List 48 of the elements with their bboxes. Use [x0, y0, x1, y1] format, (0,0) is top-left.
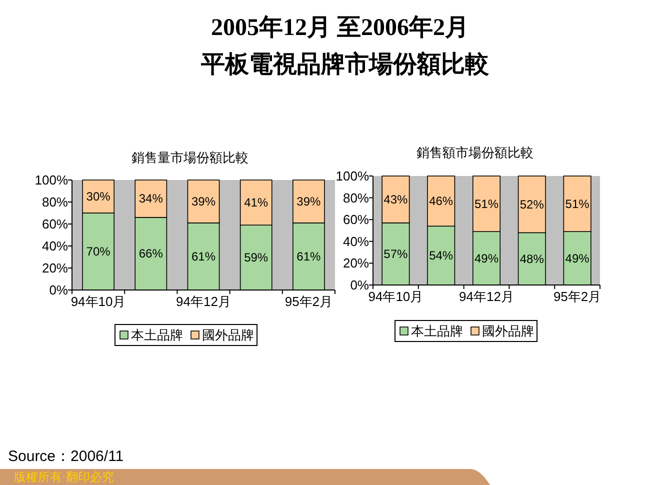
legend-label: 國外品牌 [482, 324, 534, 338]
data-label: 34% [138, 192, 164, 206]
y-tick-label: 80% [42, 194, 68, 210]
text: 2005年12月 至2006年2月 [211, 14, 469, 41]
chart-title: 銷售額市場份額比較 [416, 145, 534, 160]
data-label: 54% [429, 248, 454, 263]
y-tick-label: 0% [350, 278, 370, 292]
legend-label: 國外品牌 [202, 328, 254, 342]
x-tick-label: 94年12月 [459, 289, 514, 304]
x-tick-label: 95年2月 [284, 294, 333, 309]
data-label: 48% [520, 252, 544, 266]
y-tick-label: 20% [342, 256, 370, 271]
x-tick-label: 94年10月 [70, 294, 126, 309]
y-tick-label: 80% [342, 190, 370, 206]
y-tick-label: 20% [42, 260, 68, 276]
data-label: 51% [474, 196, 499, 211]
data-label: 41% [244, 196, 268, 210]
data-label: 49% [474, 251, 499, 266]
data-label: 46% [429, 194, 454, 208]
x-tick-label: 94年10月 [368, 289, 424, 304]
text: 版權所有‧翻印必究 [14, 470, 114, 484]
y-tick-label: 40% [42, 238, 68, 254]
data-label: 61% [296, 249, 322, 264]
data-label: 51% [565, 196, 590, 211]
y-tick-label: 60% [342, 212, 370, 228]
x-tick-label: 94年12月 [176, 294, 231, 309]
data-label: 61% [191, 249, 216, 264]
data-label: 66% [138, 246, 164, 261]
y-tick-label: 100% [34, 172, 68, 188]
data-label: 43% [384, 192, 408, 206]
chart-title: 銷售量市場份額比較 [132, 150, 248, 165]
y-tick-label: 40% [342, 234, 370, 249]
y-tick-label: 60% [42, 216, 68, 232]
y-tick-label: 100% [336, 168, 370, 184]
text: 平板電視品牌市場份額比較 [200, 51, 490, 78]
y-tick-label: 0% [49, 282, 68, 298]
source-note: Source：2006/11 [8, 448, 124, 465]
data-label: 39% [296, 194, 322, 208]
data-label: 70% [86, 244, 111, 258]
data-label: 30% [86, 190, 111, 204]
data-label: 57% [384, 246, 408, 261]
data-label: 39% [191, 194, 216, 208]
data-label: 59% [244, 250, 268, 265]
x-tick-label: 95年2月 [553, 289, 602, 304]
legend-label: 本土品牌 [131, 328, 183, 342]
legend-label: 本土品牌 [411, 324, 463, 338]
data-label: 49% [565, 251, 590, 266]
data-label: 52% [520, 197, 544, 212]
